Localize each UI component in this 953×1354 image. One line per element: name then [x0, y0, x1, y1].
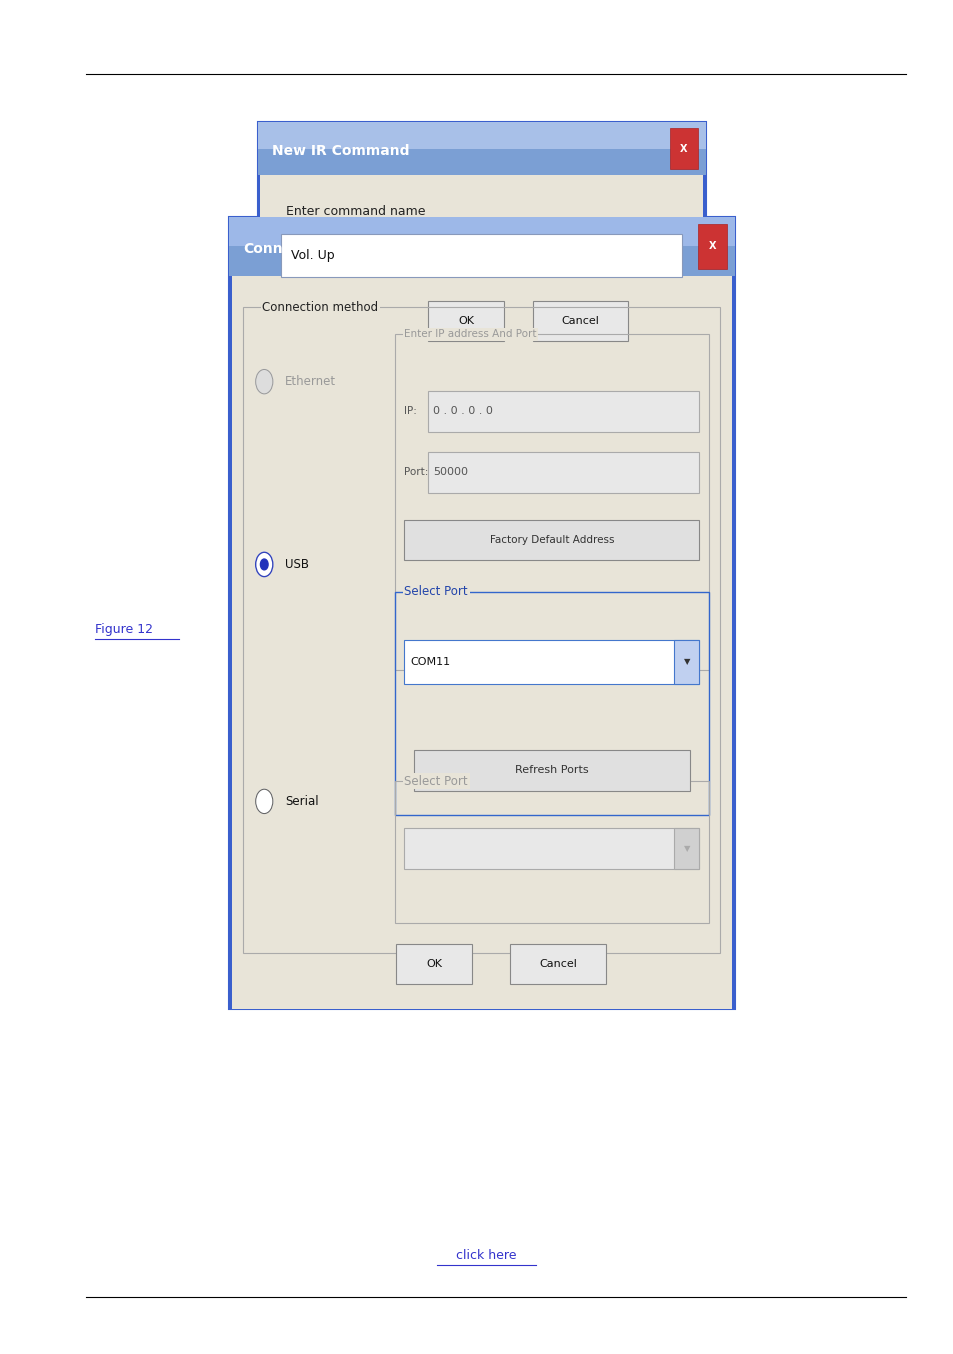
Text: X: X: [679, 144, 687, 153]
Circle shape: [255, 370, 273, 394]
Circle shape: [260, 559, 268, 570]
Text: Select Port: Select Port: [404, 774, 468, 788]
Text: 50000: 50000: [433, 467, 468, 478]
Bar: [281, 234, 681, 278]
Circle shape: [255, 552, 273, 577]
Bar: [533, 301, 628, 341]
Bar: [243, 307, 720, 953]
Text: New IR Command: New IR Command: [272, 145, 409, 158]
Bar: [257, 122, 705, 176]
Bar: [229, 217, 734, 276]
Text: ▼: ▼: [683, 658, 689, 666]
Bar: [674, 640, 699, 684]
Text: Cancel: Cancel: [538, 959, 577, 969]
Text: Ethernet: Ethernet: [285, 375, 336, 389]
Text: 0 . 0 . 0 . 0: 0 . 0 . 0 . 0: [433, 406, 493, 417]
Bar: [229, 246, 734, 276]
Circle shape: [255, 789, 273, 814]
Text: Select Port: Select Port: [404, 585, 468, 598]
Bar: [404, 640, 699, 684]
Bar: [698, 223, 726, 269]
Bar: [260, 176, 702, 366]
Bar: [395, 944, 472, 984]
Text: Cancel: Cancel: [561, 315, 598, 326]
Text: Enter IP address And Port: Enter IP address And Port: [404, 329, 537, 340]
Text: Connection method: Connection method: [262, 301, 378, 314]
Bar: [395, 592, 708, 815]
Text: COM11: COM11: [410, 657, 450, 668]
Bar: [257, 122, 705, 366]
Bar: [257, 149, 705, 176]
Text: Serial: Serial: [285, 795, 318, 808]
Bar: [232, 276, 731, 1009]
Text: Refresh Ports: Refresh Ports: [515, 765, 588, 776]
Text: Port:: Port:: [404, 467, 429, 478]
Bar: [404, 520, 699, 561]
Bar: [674, 829, 699, 869]
Text: X: X: [708, 241, 716, 252]
Text: ▼: ▼: [683, 845, 689, 853]
Bar: [428, 452, 699, 493]
Bar: [414, 750, 689, 791]
Text: Enter command name: Enter command name: [286, 206, 425, 218]
Text: OK: OK: [457, 315, 474, 326]
Text: Factory Default Address: Factory Default Address: [489, 535, 614, 546]
Text: Vol. Up: Vol. Up: [291, 249, 335, 261]
Text: Connect: Connect: [243, 242, 307, 256]
Text: OK: OK: [426, 959, 441, 969]
Text: USB: USB: [285, 558, 309, 571]
Text: IP:: IP:: [404, 406, 416, 417]
Bar: [669, 129, 698, 169]
Bar: [395, 334, 708, 670]
Bar: [428, 391, 699, 432]
Bar: [428, 301, 504, 341]
Bar: [395, 781, 708, 923]
Text: Figure 12: Figure 12: [95, 623, 153, 636]
Bar: [510, 944, 605, 984]
Bar: [404, 829, 699, 869]
Bar: [229, 217, 734, 1009]
Text: click here: click here: [456, 1248, 517, 1262]
